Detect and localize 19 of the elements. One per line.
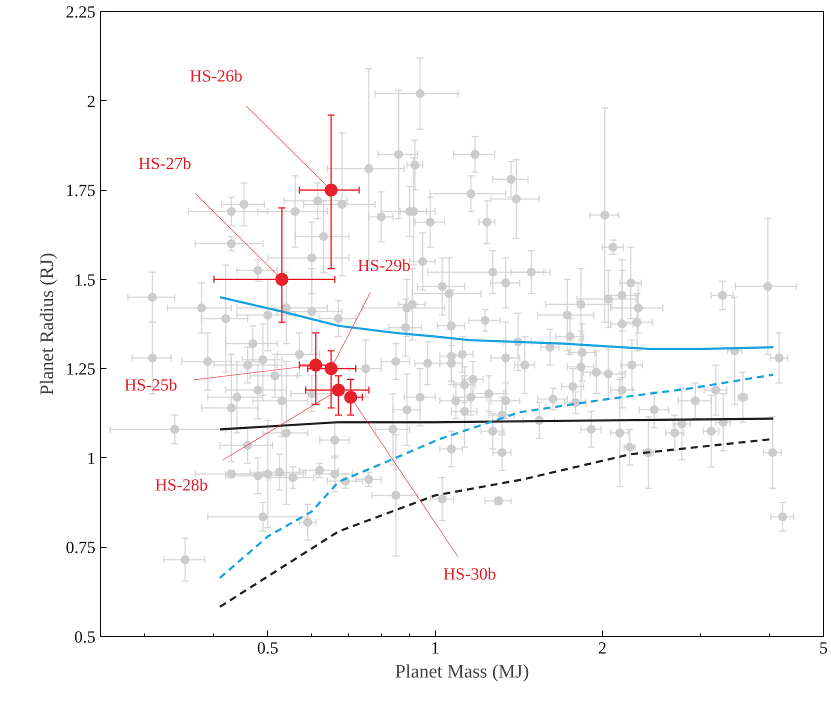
annotation: HS-29b xyxy=(358,256,411,276)
annotation: HS-30b xyxy=(443,564,496,584)
y-tick-label: 2.25 xyxy=(66,2,96,22)
annotation: HS-27b xyxy=(138,154,192,173)
x-tick-label: 2 xyxy=(598,638,607,658)
x-tick-label: 5 xyxy=(819,638,828,658)
y-tick-label: 1.75 xyxy=(66,181,96,200)
y-tick-label: 0.75 xyxy=(66,538,96,558)
y-tick-label: 1.5 xyxy=(74,270,96,290)
y-tick-label: 1.25 xyxy=(66,360,96,379)
y-tick-label: 1 xyxy=(87,448,96,468)
x-tick-label: 1 xyxy=(430,638,440,658)
annotation: HS-26b xyxy=(190,66,243,86)
y-tick-label: 2 xyxy=(87,92,96,111)
x-axis-title: Planet Mass (MJ) xyxy=(394,662,530,682)
x-tick-label: 0.5 xyxy=(257,638,278,658)
annotation: HS-28b xyxy=(154,476,208,495)
annotation: HS-25b xyxy=(124,376,178,395)
y-axis-title: Planet Radius (RJ) xyxy=(36,252,58,396)
